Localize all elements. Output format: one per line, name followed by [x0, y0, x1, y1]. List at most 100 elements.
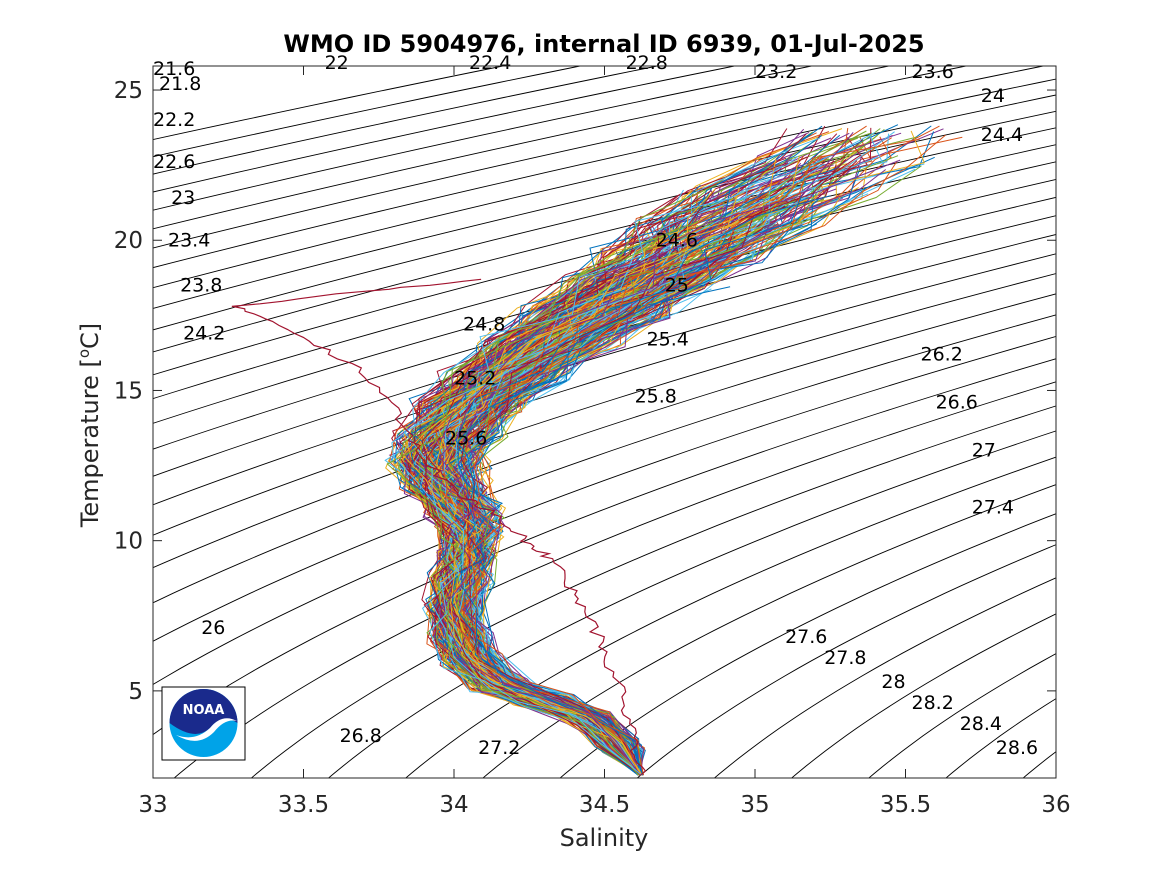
density-label: 23.6 — [912, 61, 954, 83]
profile-line — [468, 134, 946, 776]
isopycnal-line — [327, 430, 1056, 778]
profile-line — [460, 286, 731, 776]
y-axis-label-degree: o — [75, 349, 93, 358]
y-axis-ticks: 5 10 15 20 25 — [114, 78, 1056, 705]
x-axis-ticks: 33 33.5 34 34.5 35 35.5 36 — [138, 66, 1071, 818]
density-label: 21.8 — [159, 73, 201, 95]
density-label: 24.4 — [981, 124, 1023, 146]
density-label: 25 — [665, 274, 689, 296]
isopycnal-line — [868, 653, 1056, 778]
x-tick-label: 35 — [740, 792, 769, 818]
x-tick-label: 36 — [1041, 792, 1070, 818]
profile-line — [413, 190, 712, 776]
density-label: 26 — [201, 617, 225, 639]
isopycnal-line — [405, 456, 1056, 778]
density-label: 23 — [171, 187, 195, 209]
density-label: 22.4 — [469, 52, 511, 74]
logo-sky — [169, 689, 238, 734]
x-axis-label: Salinity — [560, 824, 649, 852]
outlier-profile-line — [231, 278, 647, 776]
profile-line — [414, 163, 824, 776]
profile-line — [435, 261, 682, 776]
logo-wave — [176, 718, 237, 741]
y-axis-label: Temperature [oC] — [75, 323, 104, 528]
isopycnal-line — [482, 484, 1056, 778]
isopycnal-line — [790, 613, 1056, 778]
density-label: 24 — [981, 85, 1005, 107]
isopycnal-line — [250, 405, 1056, 778]
y-tick-label: 25 — [114, 78, 143, 104]
density-label: 21.6 — [153, 58, 195, 80]
density-labels: 21.621.8 22.2 22.6 23 23.4 23.8 24.2 26 26.8 27.2… — [153, 52, 1038, 759]
isopycnal-line — [713, 577, 1056, 778]
density-label: 25.6 — [445, 428, 487, 450]
profile-line — [438, 131, 854, 776]
y-tick-label: 5 — [128, 679, 143, 705]
y-axis-label-suffix: C] — [76, 323, 104, 349]
density-label: 22.8 — [626, 52, 668, 74]
density-label: 27.8 — [824, 647, 866, 669]
density-label: 28.2 — [912, 692, 954, 714]
density-label: 23.2 — [755, 61, 797, 83]
density-label: 28.6 — [996, 737, 1038, 759]
x-tick-label: 35.5 — [880, 792, 931, 818]
density-label: 22 — [325, 52, 349, 74]
isopycnal-line — [945, 698, 1056, 778]
x-tick-label: 33.5 — [278, 792, 329, 818]
chart-title: WMO ID 5904976, internal ID 6939, 01-Jul… — [283, 30, 924, 58]
density-label: 27.6 — [785, 626, 827, 648]
density-label: 22.6 — [153, 151, 195, 173]
x-tick-label: 33 — [138, 792, 167, 818]
density-label: 26.8 — [340, 725, 382, 747]
axes-background — [153, 66, 1056, 778]
density-label: 27 — [972, 440, 996, 462]
isopycnal-line — [636, 544, 1056, 778]
y-axis-label-prefix: Temperature [ — [76, 358, 104, 528]
y-tick-label: 10 — [114, 529, 143, 555]
y-tick-label: 20 — [114, 228, 143, 254]
profile-line — [384, 137, 821, 776]
profile-line — [457, 194, 803, 776]
profile-line — [386, 221, 699, 776]
density-label: 26.6 — [936, 392, 978, 414]
density-label: 22.2 — [153, 109, 195, 131]
logo-text: NOAA — [183, 703, 225, 718]
y-tick-label: 15 — [114, 378, 143, 404]
density-label: 24.2 — [183, 322, 225, 344]
x-tick-label: 34.5 — [579, 792, 630, 818]
density-label: 25.8 — [635, 386, 677, 408]
density-label: 24.6 — [656, 229, 698, 251]
profile-line — [448, 159, 847, 776]
density-label: 25.2 — [454, 367, 496, 389]
profile-line — [391, 165, 784, 776]
profile-lines — [231, 124, 963, 776]
profile-line — [403, 184, 760, 776]
density-label: 28 — [881, 671, 905, 693]
density-label: 25.4 — [647, 328, 689, 350]
noaa-logo: NOAA — [161, 686, 246, 761]
density-label: 27.2 — [478, 737, 520, 759]
density-label: 24.8 — [463, 313, 505, 335]
density-label: 23.4 — [168, 229, 210, 251]
density-label: 28.4 — [960, 713, 1002, 735]
